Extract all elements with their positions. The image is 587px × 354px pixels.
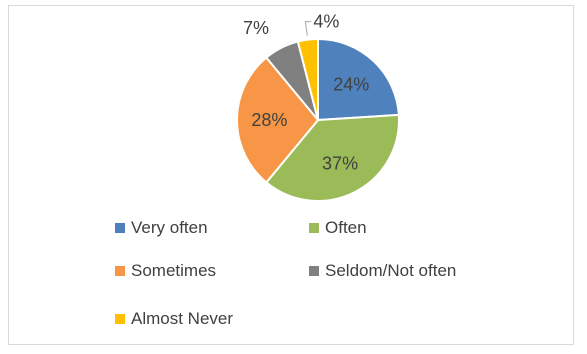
legend-label-seldom-not-often: Seldom/Not often	[325, 261, 457, 280]
legend-swatch-seldom-not-often	[309, 266, 319, 276]
pie-chart: 24% 37% 28% 7% 4%	[236, 12, 400, 202]
pie-slice-almost-never	[296, 37, 319, 121]
data-label-almost-never: 4%	[313, 12, 339, 32]
legend-swatch-sometimes	[115, 266, 125, 276]
pie-slice-often	[264, 113, 400, 202]
legend-label-almost-never: Almost Never	[131, 309, 234, 328]
legend-item-sometimes: Sometimes	[115, 260, 216, 282]
data-label-sometimes: 28%	[251, 110, 287, 130]
legend-label-very-often: Very often	[131, 218, 208, 237]
data-label-very-often: 24%	[333, 75, 369, 95]
legend-item-almost-never: Almost Never	[115, 308, 233, 330]
leader-line-almost-never	[304, 21, 312, 36]
legend-swatch-almost-never	[115, 314, 125, 324]
legend-swatch-very-often	[115, 223, 125, 233]
pie-slice-very-often	[317, 37, 400, 122]
data-label-seldom-not-often: 7%	[243, 18, 269, 38]
legend-label-sometimes: Sometimes	[131, 261, 217, 280]
chart-area: 24% 37% 28% 7% 4% Very often Often Sometimes…	[8, 5, 574, 345]
legend-item-very-often: Very often	[115, 217, 208, 239]
legend-swatch-often	[309, 223, 319, 233]
legend-item-often: Often	[309, 217, 367, 239]
data-label-often: 37%	[322, 153, 358, 173]
legend-label-often: Often	[325, 218, 367, 237]
legend-item-seldom-not-often: Seldom/Not often	[309, 260, 456, 282]
pie-slice-sometimes	[236, 56, 320, 184]
